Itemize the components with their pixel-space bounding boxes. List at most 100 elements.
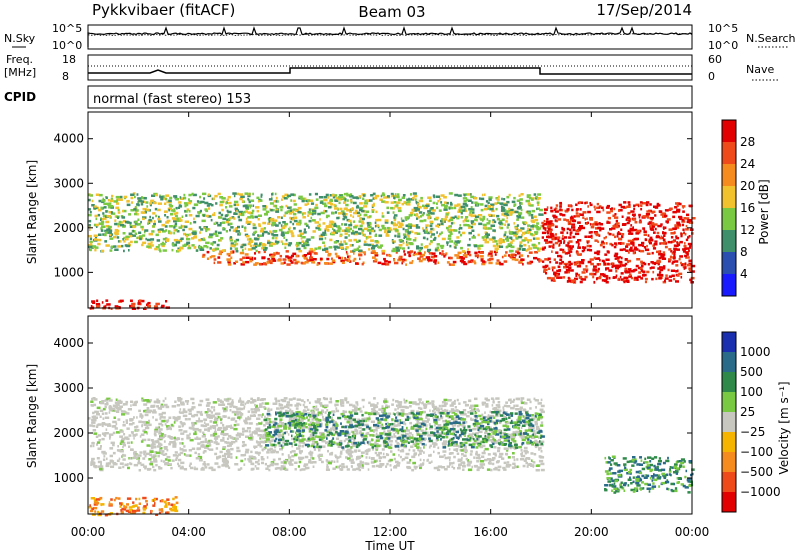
data-cell [247, 248, 253, 251]
data-cell [613, 245, 617, 249]
data-cell [283, 459, 288, 463]
data-cell [184, 225, 188, 229]
data-cell [378, 234, 383, 237]
data-cell [141, 243, 144, 247]
data-cell [154, 207, 158, 211]
data-cell [357, 214, 361, 218]
data-cell [529, 407, 532, 410]
data-cell [276, 433, 280, 437]
data-cell [188, 210, 191, 213]
data-cell [308, 461, 311, 464]
data-cell [551, 277, 555, 280]
data-cell [213, 430, 217, 434]
data-cell [230, 226, 234, 229]
data-cell [275, 196, 278, 200]
data-cell [127, 463, 129, 466]
data-cell [367, 442, 372, 446]
data-cell [248, 436, 253, 440]
data-cell [345, 465, 348, 468]
data-cell [184, 204, 187, 208]
data-cell [91, 457, 95, 461]
data-cell [175, 211, 179, 215]
data-cell [419, 219, 424, 223]
data-cell [663, 234, 666, 237]
data-cell [385, 232, 389, 236]
data-cell [268, 220, 271, 223]
data-cell [537, 249, 541, 252]
data-cell [561, 260, 564, 264]
data-cell [676, 208, 681, 212]
data-cell [375, 432, 378, 435]
data-cell [370, 239, 374, 242]
data-cell [303, 257, 308, 260]
data-cell [217, 399, 222, 402]
data-cell [539, 213, 544, 216]
data-cell [613, 216, 619, 219]
data-cell [200, 413, 203, 416]
data-cell [489, 414, 493, 418]
data-cell [408, 432, 412, 435]
data-cell [486, 222, 491, 225]
data-cell [384, 219, 389, 222]
data-cell [327, 201, 332, 205]
data-cell [247, 222, 251, 225]
data-cell [554, 233, 557, 236]
data-cell [685, 228, 689, 231]
data-cell [161, 223, 166, 227]
data-cell [288, 456, 292, 459]
data-cell [563, 240, 566, 243]
data-cell [359, 407, 362, 410]
data-cell [360, 220, 364, 223]
data-cell [437, 468, 441, 472]
data-cell [454, 402, 456, 405]
data-cell [254, 252, 256, 255]
data-cell [550, 209, 554, 213]
data-cell [250, 397, 253, 401]
data-cell [444, 204, 448, 208]
data-cell [509, 208, 514, 212]
data-cell [541, 260, 545, 263]
data-cell [611, 265, 614, 269]
data-cell [247, 211, 252, 214]
data-cell [615, 222, 620, 225]
data-cell [481, 193, 484, 197]
data-cell [245, 206, 249, 209]
data-cell [408, 401, 413, 404]
data-cell [390, 194, 393, 198]
data-cell [140, 433, 145, 436]
data-cell [422, 410, 425, 414]
data-cell [484, 235, 487, 238]
data-cell [303, 242, 306, 246]
data-cell [387, 230, 391, 233]
data-cell [543, 227, 547, 230]
data-cell [236, 242, 239, 246]
data-cell [308, 193, 312, 196]
data-cell [168, 199, 172, 203]
data-cell [203, 461, 206, 464]
data-cell [645, 213, 651, 216]
data-cell [180, 239, 183, 242]
data-cell [319, 458, 322, 461]
data-cell [439, 244, 445, 248]
data-cell [291, 234, 295, 238]
data-cell [483, 207, 488, 211]
data-cell [596, 202, 599, 206]
data-cell [411, 433, 414, 437]
data-cell [531, 209, 535, 213]
data-cell [204, 438, 207, 441]
data-cell [670, 241, 673, 244]
data-cell [126, 437, 130, 441]
data-cell [533, 193, 537, 196]
data-cell [307, 199, 311, 202]
data-cell [576, 251, 579, 255]
data-cell [413, 209, 418, 212]
data-cell [589, 217, 593, 220]
data-cell [140, 203, 144, 206]
data-cell [201, 219, 206, 223]
data-cell [608, 269, 613, 272]
data-cell [424, 251, 426, 254]
data-cell [572, 219, 577, 223]
data-cell [515, 408, 520, 411]
data-cell [206, 250, 210, 254]
data-cell [436, 246, 439, 249]
